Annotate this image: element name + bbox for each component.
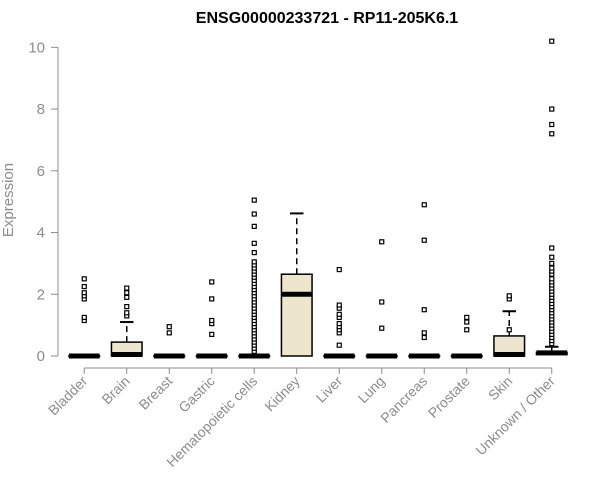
x-tick-label: Skin — [485, 373, 516, 404]
outlier-point — [549, 245, 555, 251]
y-tick-label: 0 — [37, 348, 45, 365]
outlier-point — [336, 320, 342, 327]
box-prostate — [450, 314, 483, 359]
x-tick-label: Lung — [355, 373, 388, 406]
outlier-point — [336, 342, 342, 348]
outlier-point — [209, 331, 215, 337]
outlier-point — [166, 330, 172, 336]
x-tick-label: Kidney — [261, 373, 303, 415]
outlier-point — [421, 202, 427, 208]
outlier-point — [81, 276, 87, 282]
outlier-point — [549, 260, 555, 267]
box-lung — [365, 239, 398, 359]
x-tick-label: Prostate — [425, 373, 473, 421]
outlier-point — [421, 237, 427, 243]
box-gastric — [195, 279, 228, 359]
outlier-point — [251, 240, 257, 246]
outlier-point — [251, 223, 257, 229]
y-tick-label: 8 — [37, 101, 45, 118]
outlier-point — [251, 211, 257, 217]
outlier-point — [379, 239, 385, 245]
box-unknown-other — [535, 38, 568, 356]
y-tick-label: 4 — [37, 225, 45, 242]
outlier-point — [209, 317, 215, 324]
outlier-point — [124, 290, 130, 296]
box-hematopoietic-cells — [238, 197, 271, 359]
outlier-point — [379, 299, 385, 305]
outlier-point — [81, 290, 87, 296]
box-brain — [110, 285, 143, 357]
outlier-point — [124, 310, 130, 316]
outlier-point — [549, 276, 555, 282]
outlier-point — [549, 121, 555, 128]
outlier-point — [506, 293, 512, 299]
outlier-point — [506, 327, 512, 333]
outlier-point — [209, 279, 215, 285]
x-tick-label: Unknown / Other — [472, 373, 558, 459]
outlier-point — [251, 259, 257, 265]
axes: 0 2 4 6 8 10 — [28, 39, 553, 374]
outlier-point — [336, 311, 342, 317]
outlier-point — [464, 327, 470, 333]
outlier-point — [421, 330, 427, 336]
outlier-point — [464, 319, 470, 325]
x-tick-label: Liver — [313, 373, 346, 406]
y-tick-label: 10 — [28, 39, 45, 56]
outlier-point — [124, 294, 130, 300]
outlier-point — [336, 266, 342, 273]
x-tick-label: Bladder — [45, 373, 91, 419]
box-iqr — [280, 273, 313, 357]
outlier-point — [209, 296, 215, 302]
outlier-point — [124, 285, 130, 291]
box-breast — [153, 324, 186, 359]
outlier-point — [81, 283, 87, 290]
x-tick-label: Pancreas — [377, 373, 430, 426]
outlier-point — [549, 106, 555, 112]
box-kidney — [280, 212, 313, 357]
outlier-point — [421, 307, 427, 313]
outlier-point — [549, 254, 555, 260]
y-axis-label: Expression — [0, 163, 17, 237]
outlier-point — [379, 325, 385, 331]
box-liver — [323, 266, 356, 359]
box-pancreas — [408, 202, 441, 359]
outlier-point — [549, 265, 555, 271]
chart-title: ENSG00000233721 - RP11-205K6.1 — [196, 10, 459, 27]
x-tick-label: Breast — [135, 373, 175, 413]
y-tick-label: 6 — [37, 163, 45, 180]
box-bladder — [68, 276, 101, 359]
outlier-point — [336, 302, 342, 308]
outlier-point — [251, 250, 257, 256]
box-skin — [493, 293, 526, 357]
y-tick-label: 2 — [37, 286, 45, 303]
outlier-point — [464, 314, 470, 321]
outlier-point — [251, 197, 257, 203]
x-tick-label: Brain — [98, 373, 132, 407]
outlier-point — [124, 304, 130, 310]
outlier-point — [166, 324, 172, 330]
boxes — [68, 38, 568, 359]
outlier-point — [421, 334, 427, 341]
outlier-point — [81, 314, 87, 321]
outlier-point — [549, 38, 555, 44]
outlier-point — [549, 131, 555, 137]
